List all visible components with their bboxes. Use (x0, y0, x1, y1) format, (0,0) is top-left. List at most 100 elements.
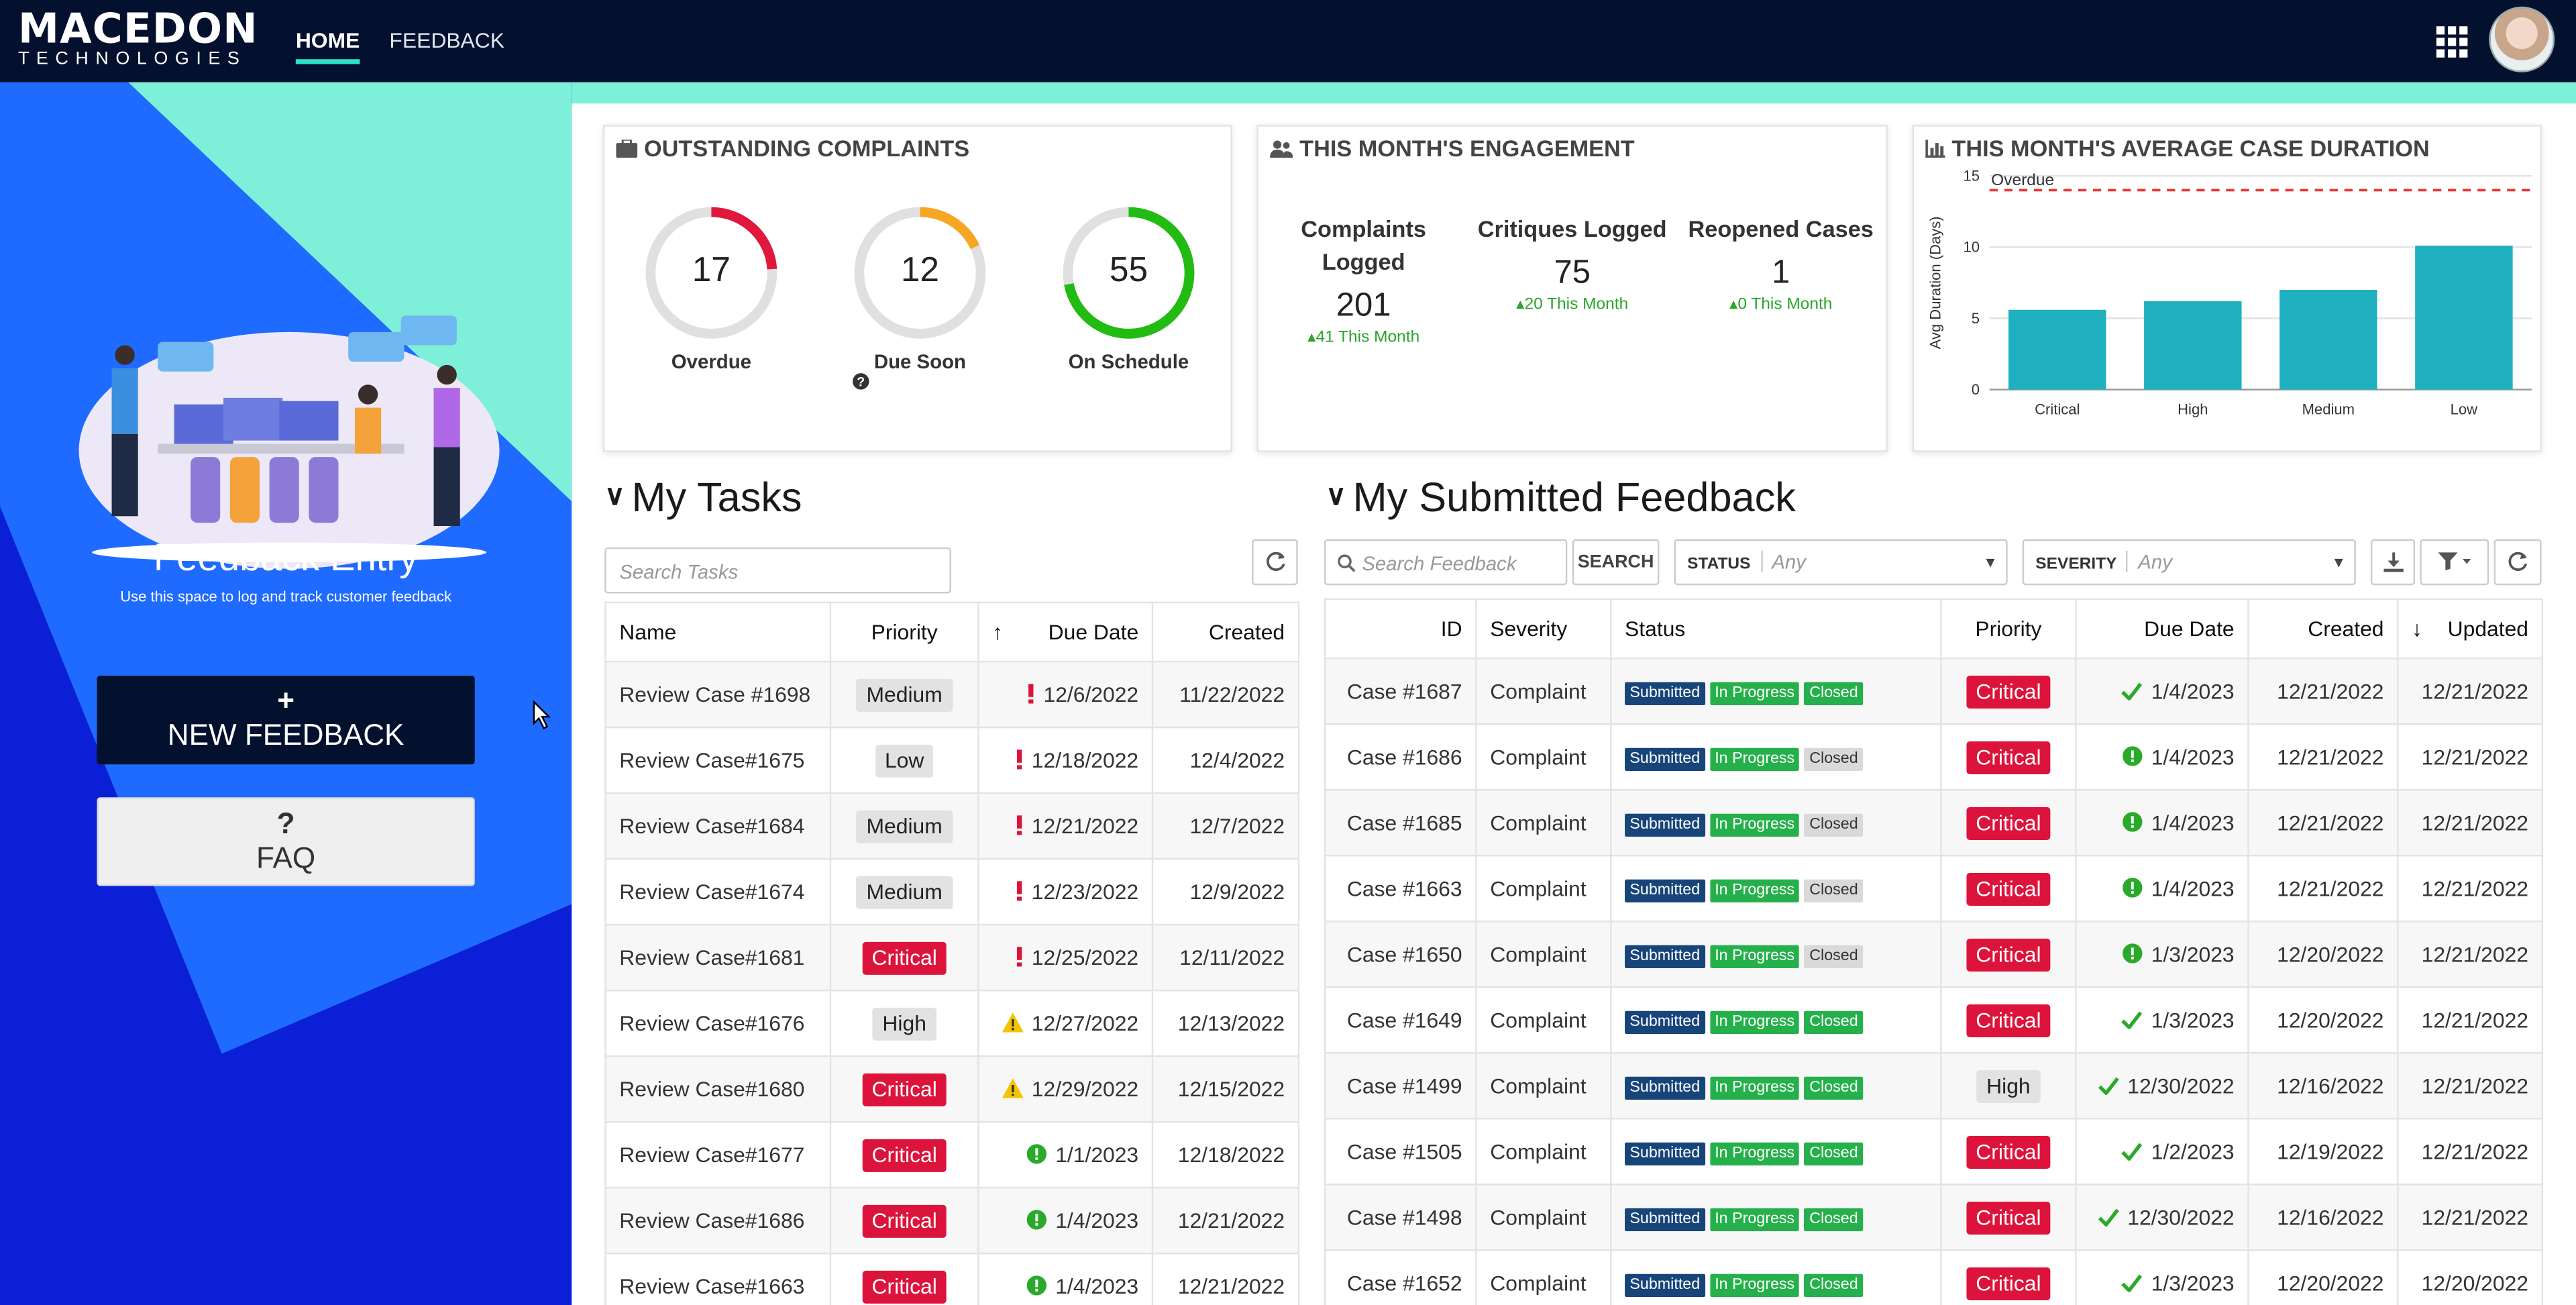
nav-feedback[interactable]: FEEDBACK (389, 28, 505, 53)
overdue-donut[interactable]: 17 Overdue (641, 202, 782, 373)
task-priority: Critical (829, 1252, 979, 1305)
due-soon-ring (854, 207, 986, 339)
table-row[interactable]: Review Case#1676 High 12/27/2022 12/13/2022 (604, 989, 1300, 1057)
engagement-title: THIS MONTH'S ENGAGEMENT (1270, 135, 1635, 161)
tasks-col-created[interactable]: Created (1151, 601, 1300, 663)
outstanding-complaints-title: OUTSTANDING COMPLAINTS (616, 135, 969, 161)
user-avatar[interactable] (2489, 6, 2555, 72)
fb-col-severity[interactable]: Severity (1475, 598, 1612, 660)
feedback-status: Submitted In Progress Closed (1610, 723, 1942, 791)
table-row[interactable]: Review Case#1674 Medium 12/23/2022 12/9/202… (604, 857, 1300, 926)
mouse-cursor-icon (533, 700, 551, 729)
table-row[interactable]: Case #1650 Complaint Submitted In Progress C… (1324, 920, 2544, 988)
feedback-priority: Critical (1940, 788, 2077, 857)
feedback-priority: Critical (1940, 920, 2077, 988)
table-row[interactable]: Review Case#1677 Critical 1/1/2023 12/18/20… (604, 1120, 1300, 1189)
tasks-col-priority[interactable]: Priority (829, 601, 979, 663)
tasks-col-due-date[interactable]: ↑ Due Date (977, 601, 1154, 663)
my-tasks-header[interactable]: ∨ My Tasks (604, 475, 802, 523)
status-submitted-badge: Submitted (1625, 1142, 1705, 1166)
table-row[interactable]: Case #1686 Complaint Submitted In Progress C… (1324, 723, 2544, 791)
fb-col-id[interactable]: ID (1324, 598, 1477, 660)
feedback-id: Case #1685 (1324, 788, 1477, 857)
priority-badge: Medium (856, 678, 953, 711)
filter-menu-button[interactable] (2420, 539, 2489, 586)
table-row[interactable]: Review Case#1675 Low 12/18/2022 12/4/2022 (604, 726, 1300, 794)
table-row[interactable]: Review Case#1663 Critical 1/4/2023 12/21/20… (604, 1252, 1300, 1305)
overdue-exclamation-icon (1028, 684, 1034, 704)
feedback-due-date: 1/4/2023 (2075, 723, 2249, 791)
severity-filter-select[interactable]: SEVERITY Any ▼ (2022, 539, 2356, 586)
feedback-severity: Complaint (1475, 920, 1612, 988)
table-row[interactable]: Review Case#1680 Critical 12/29/2022 12/15/… (604, 1055, 1300, 1123)
help-icon[interactable]: ? (853, 373, 869, 390)
status-filter-label: STATUS (1687, 556, 1751, 574)
due-soon-label-wrap: Due Soon ? (849, 350, 991, 390)
table-row[interactable]: Case #1652 Complaint Submitted In Progress C… (1324, 1249, 2544, 1305)
faq-button[interactable]: ? FAQ (97, 797, 475, 886)
task-name: Review Case#1680 (604, 1055, 832, 1123)
table-row[interactable]: Case #1685 Complaint Submitted In Progress C… (1324, 788, 2544, 857)
top-navbar: MACEDON TECHNOLOGIES HOME FEEDBACK (0, 0, 2576, 83)
fb-col-updated[interactable]: ↓ Updated (2397, 598, 2544, 660)
y-tick-label: 5 (1972, 310, 1980, 327)
table-row[interactable]: Review Case#1686 Critical 1/4/2023 12/21/20… (604, 1186, 1300, 1255)
critiques-logged-title: Critiques Logged (1477, 215, 1667, 242)
due-soon-info-icon (1027, 1210, 1047, 1230)
table-row[interactable]: Case #1663 Complaint Submitted In Progress C… (1324, 854, 2544, 923)
feedback-due-date: 1/3/2023 (2075, 986, 2249, 1054)
overdue-count: 17 (692, 251, 731, 290)
task-priority: Medium (829, 660, 979, 729)
nav-home[interactable]: HOME (295, 28, 360, 64)
task-created: 12/21/2022 (1151, 1186, 1300, 1255)
table-row[interactable]: Case #1687 Complaint Submitted In Progress C… (1324, 658, 2544, 725)
status-closed-badge: Closed (1804, 1076, 1864, 1100)
table-row[interactable]: Case #1499 Complaint Submitted In Progress C… (1324, 1051, 2544, 1120)
table-row[interactable]: Review Case#1681 Critical 12/25/2022 12/11/… (604, 923, 1300, 992)
refresh-tasks-button[interactable] (1252, 539, 1298, 586)
due-soon-donut[interactable]: 12 Due Soon ? (849, 202, 991, 390)
fb-col-status[interactable]: Status (1610, 598, 1942, 660)
my-feedback-header[interactable]: ∨ My Submitted Feedback (1326, 475, 1795, 523)
table-row[interactable]: Review Case #1698 Medium 12/6/2022 11/22/20… (604, 660, 1300, 729)
search-tasks-input[interactable]: Search Tasks (604, 547, 951, 594)
on-schedule-donut[interactable]: 55 On Schedule (1058, 202, 1199, 373)
download-button[interactable] (2370, 539, 2416, 586)
feedback-id: Case #1687 (1324, 658, 1477, 725)
feedback-entry-subtitle: Use this space to log and track customer… (120, 588, 451, 605)
y-tick-label: 10 (1964, 239, 1980, 256)
table-row[interactable]: Case #1498 Complaint Submitted In Progress C… (1324, 1183, 2544, 1251)
search-button[interactable]: SEARCH (1572, 539, 1660, 586)
on-time-check-icon (2098, 1208, 2119, 1226)
table-row[interactable]: Case #1505 Complaint Submitted In Progress C… (1324, 1117, 2544, 1186)
priority-badge: Critical (1966, 1135, 2051, 1168)
tasks-col-name[interactable]: Name (604, 601, 832, 663)
table-row[interactable]: Case #1649 Complaint Submitted In Progress C… (1324, 986, 2544, 1054)
refresh-feedback-button[interactable] (2493, 539, 2542, 586)
task-priority: Critical (829, 1120, 979, 1189)
fb-col-due-date[interactable]: Due Date (2075, 598, 2249, 660)
macedon-logo[interactable]: MACEDON TECHNOLOGIES (18, 8, 258, 69)
fb-col-created[interactable]: Created (2247, 598, 2399, 660)
task-priority: Critical (829, 1055, 979, 1123)
chevron-down-icon: ∨ (1326, 480, 1346, 511)
priority-badge: Critical (861, 1204, 947, 1237)
feedback-created: 12/19/2022 (2247, 1117, 2399, 1186)
due-soon-info-icon (2123, 878, 2143, 898)
table-row[interactable]: Review Case#1684 Medium 12/21/2022 12/7/202… (604, 792, 1300, 860)
search-feedback-input[interactable]: Search Feedback (1324, 539, 1568, 586)
bar-critical (2008, 309, 2106, 390)
feedback-priority: High (1940, 1051, 2077, 1120)
feedback-updated: 12/21/2022 (2397, 723, 2544, 791)
priority-badge: Critical (1966, 1266, 2051, 1300)
feedback-id: Case #1498 (1324, 1183, 1477, 1251)
new-feedback-button[interactable]: + NEW FEEDBACK (97, 675, 475, 765)
task-created: 12/15/2022 (1151, 1055, 1300, 1123)
status-filter-select[interactable]: STATUS Any ▼ (1674, 539, 2008, 586)
feedback-priority: Critical (1940, 986, 2077, 1054)
fb-col-priority[interactable]: Priority (1940, 598, 2077, 660)
on-time-check-icon (2098, 1077, 2119, 1095)
app-launcher-icon[interactable] (2436, 26, 2469, 58)
task-name: Review Case#1677 (604, 1120, 832, 1189)
severity-filter-value: Any (2138, 550, 2172, 574)
